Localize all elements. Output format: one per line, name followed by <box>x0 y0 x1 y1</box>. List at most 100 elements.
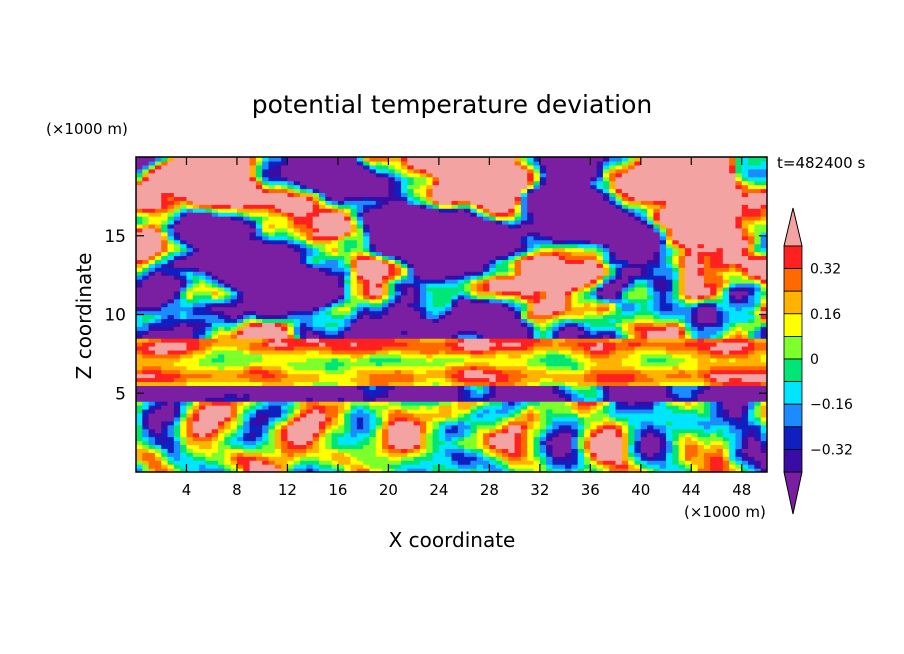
field-cell <box>426 310 434 316</box>
field-cell <box>293 157 301 162</box>
field-cell <box>236 342 244 347</box>
field-cell <box>300 444 307 449</box>
field-cell <box>199 251 207 257</box>
field-cell <box>438 393 446 398</box>
field-cell <box>218 397 225 402</box>
field-cell <box>401 220 408 225</box>
field-cell <box>489 267 497 272</box>
field-cell <box>318 286 326 292</box>
field-cell <box>426 452 434 457</box>
field-cell <box>483 369 490 375</box>
field-cell <box>293 397 301 402</box>
field-cell <box>142 290 150 296</box>
field-cell <box>401 247 408 253</box>
field-cell <box>464 444 472 449</box>
field-cell <box>382 385 389 390</box>
field-cell <box>287 310 295 316</box>
field-cell <box>527 464 535 469</box>
field-cell <box>350 239 358 245</box>
field-cell <box>514 452 522 457</box>
field-cell <box>154 192 162 197</box>
field-cell <box>230 342 238 347</box>
field-cell <box>224 227 232 233</box>
field-cell <box>318 357 326 363</box>
field-cell <box>262 357 270 363</box>
field-cell <box>464 180 472 186</box>
field-cell <box>407 365 415 371</box>
field-cell <box>413 452 421 457</box>
field-cell <box>293 204 301 209</box>
field-cell <box>350 247 358 253</box>
field-cell <box>501 409 509 414</box>
field-cell <box>501 294 509 300</box>
field-cell <box>300 385 307 390</box>
field-cell <box>218 243 225 249</box>
field-cell <box>470 200 478 205</box>
field-cell <box>161 385 169 390</box>
field-cell <box>514 444 522 449</box>
field-cell <box>287 420 295 426</box>
field-cell <box>192 302 200 308</box>
field-cell <box>218 196 225 201</box>
field-cell <box>205 420 213 426</box>
field-cell <box>382 235 389 241</box>
field-cell <box>255 286 263 292</box>
field-cell <box>274 448 282 453</box>
field-cell <box>508 468 516 472</box>
field-cell <box>331 440 339 446</box>
field-cell <box>476 227 484 233</box>
field-cell <box>426 255 434 260</box>
field-cell <box>363 188 371 194</box>
field-cell <box>136 200 143 205</box>
field-cell <box>249 444 257 449</box>
field-cell <box>268 412 276 418</box>
field-cell <box>199 302 207 308</box>
field-cell <box>224 428 232 434</box>
field-cell <box>205 192 213 197</box>
field-cell <box>262 334 270 339</box>
field-cell <box>337 157 345 162</box>
field-cell <box>318 212 326 217</box>
field-cell <box>173 318 181 323</box>
field-cell <box>508 326 516 331</box>
field-cell <box>300 302 307 308</box>
field-cell <box>457 184 465 190</box>
field-cell <box>262 452 270 457</box>
field-cell <box>438 267 446 272</box>
field-cell <box>432 172 440 178</box>
field-cell <box>281 448 289 453</box>
field-cell <box>287 428 295 434</box>
field-cell <box>268 172 276 178</box>
field-cell <box>501 251 509 257</box>
field-cell <box>388 432 396 438</box>
field-cell <box>350 208 358 213</box>
field-cell <box>224 361 232 367</box>
field-cell <box>186 322 194 327</box>
field-cell <box>287 456 295 461</box>
field-cell <box>388 405 396 410</box>
field-cell <box>483 314 490 320</box>
field-cell <box>154 385 162 390</box>
field-cell <box>243 271 251 276</box>
field-cell <box>199 286 207 292</box>
field-cell <box>167 448 175 453</box>
field-cell <box>281 208 289 213</box>
field-cell <box>142 373 150 379</box>
field-cell <box>356 393 364 398</box>
field-cell <box>287 409 295 414</box>
field-cell <box>136 286 143 292</box>
field-cell <box>520 389 528 394</box>
field-cell <box>173 334 181 339</box>
field-cell <box>262 306 270 312</box>
field-cell <box>426 239 434 245</box>
field-cell <box>142 334 150 339</box>
field-cell <box>451 440 459 446</box>
field-cell <box>337 385 345 390</box>
field-cell <box>344 271 352 276</box>
field-cell <box>419 157 427 162</box>
field-cell <box>325 251 333 257</box>
field-cell <box>218 353 225 359</box>
field-cell <box>438 334 446 339</box>
field-cell <box>382 330 389 335</box>
field-cell <box>230 180 238 186</box>
